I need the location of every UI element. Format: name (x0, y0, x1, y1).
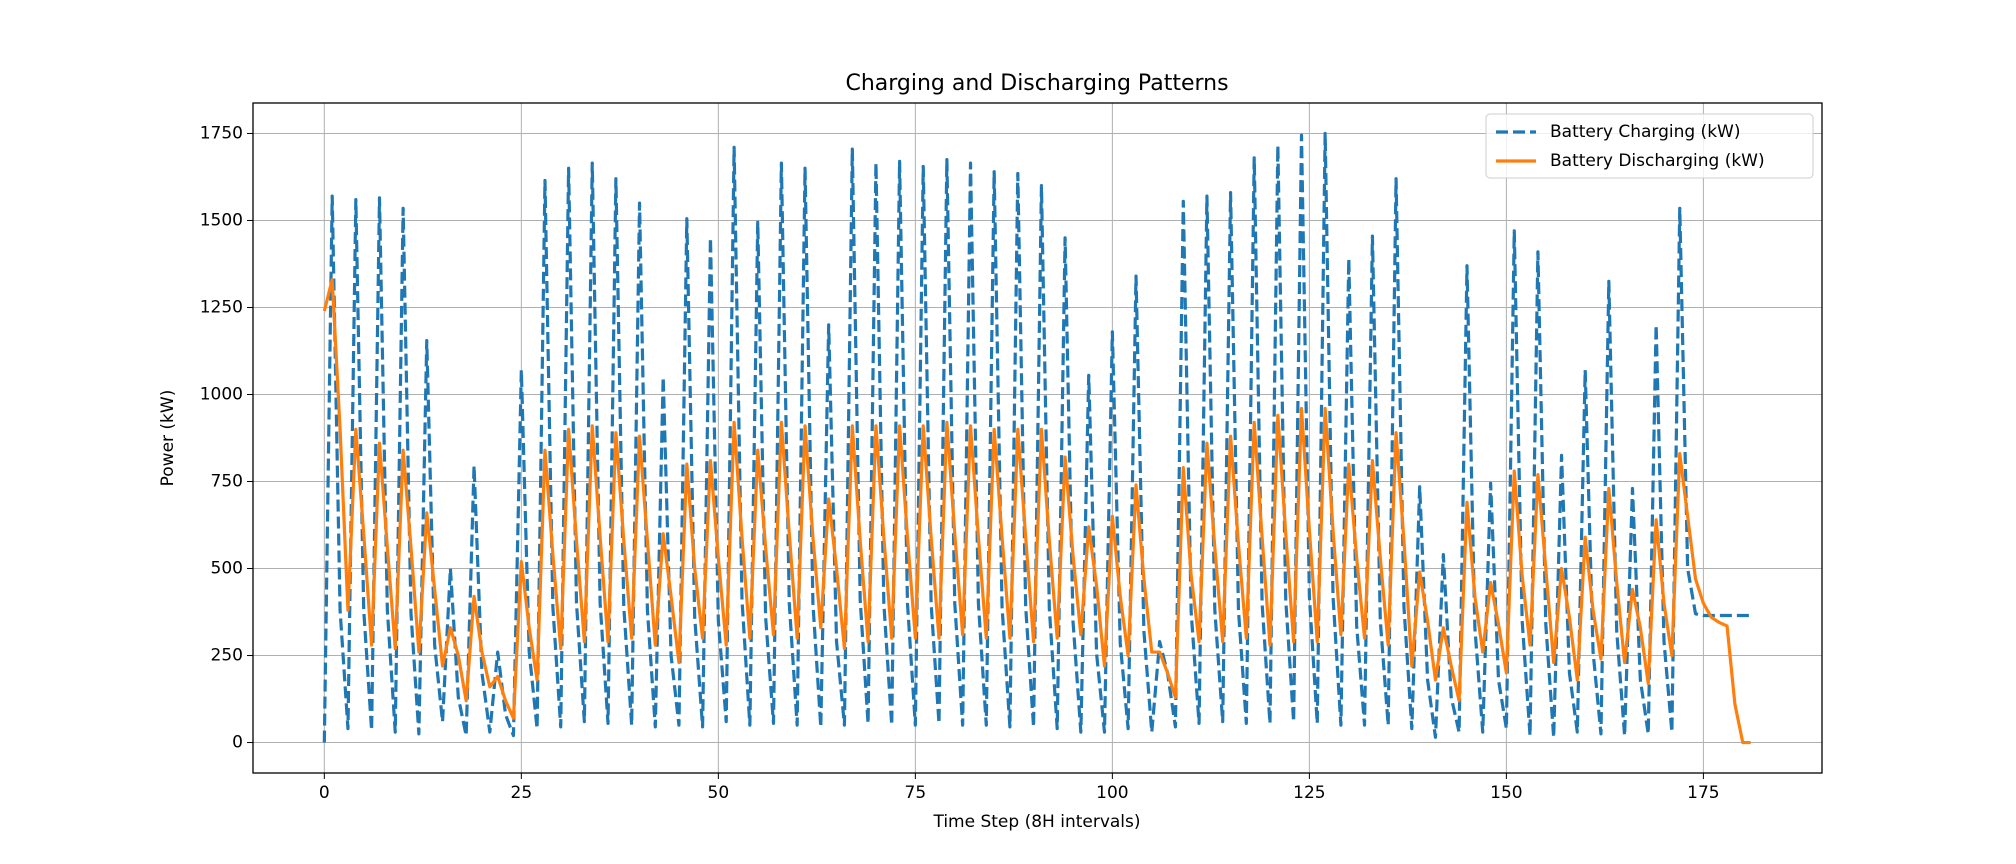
y-tick-label: 1750 (200, 123, 243, 143)
y-tick-label: 1500 (200, 210, 243, 230)
x-tick-label: 125 (1293, 783, 1325, 803)
y-axis-label: Power (kW) (158, 390, 178, 487)
x-tick-label: 175 (1687, 783, 1719, 803)
x-tick-label: 150 (1490, 783, 1522, 803)
y-tick-label: 0 (232, 733, 243, 753)
y-tick-label: 750 (211, 472, 243, 492)
x-tick-label: 100 (1096, 783, 1128, 803)
y-tick-label: 500 (211, 559, 243, 579)
legend-box (1485, 113, 1814, 179)
legend-label: Battery Discharging (kW) (1550, 151, 1765, 171)
x-tick-label: 0 (319, 783, 330, 803)
chart-title: Charging and Discharging Patterns (845, 71, 1228, 96)
x-tick-label: 75 (905, 783, 927, 803)
series-line (322, 131, 1751, 743)
series-line (322, 278, 1751, 745)
y-tick-label: 1250 (200, 297, 243, 317)
plot-frame (252, 102, 1823, 774)
x-tick-label: 50 (708, 783, 730, 803)
x-tick-label: 25 (511, 783, 533, 803)
y-tick-label: 250 (211, 646, 243, 666)
x-axis-label: Time Step (8H intervals) (932, 812, 1140, 832)
y-tick-label: 1000 (200, 384, 243, 404)
legend-label: Battery Charging (kW) (1550, 122, 1740, 142)
